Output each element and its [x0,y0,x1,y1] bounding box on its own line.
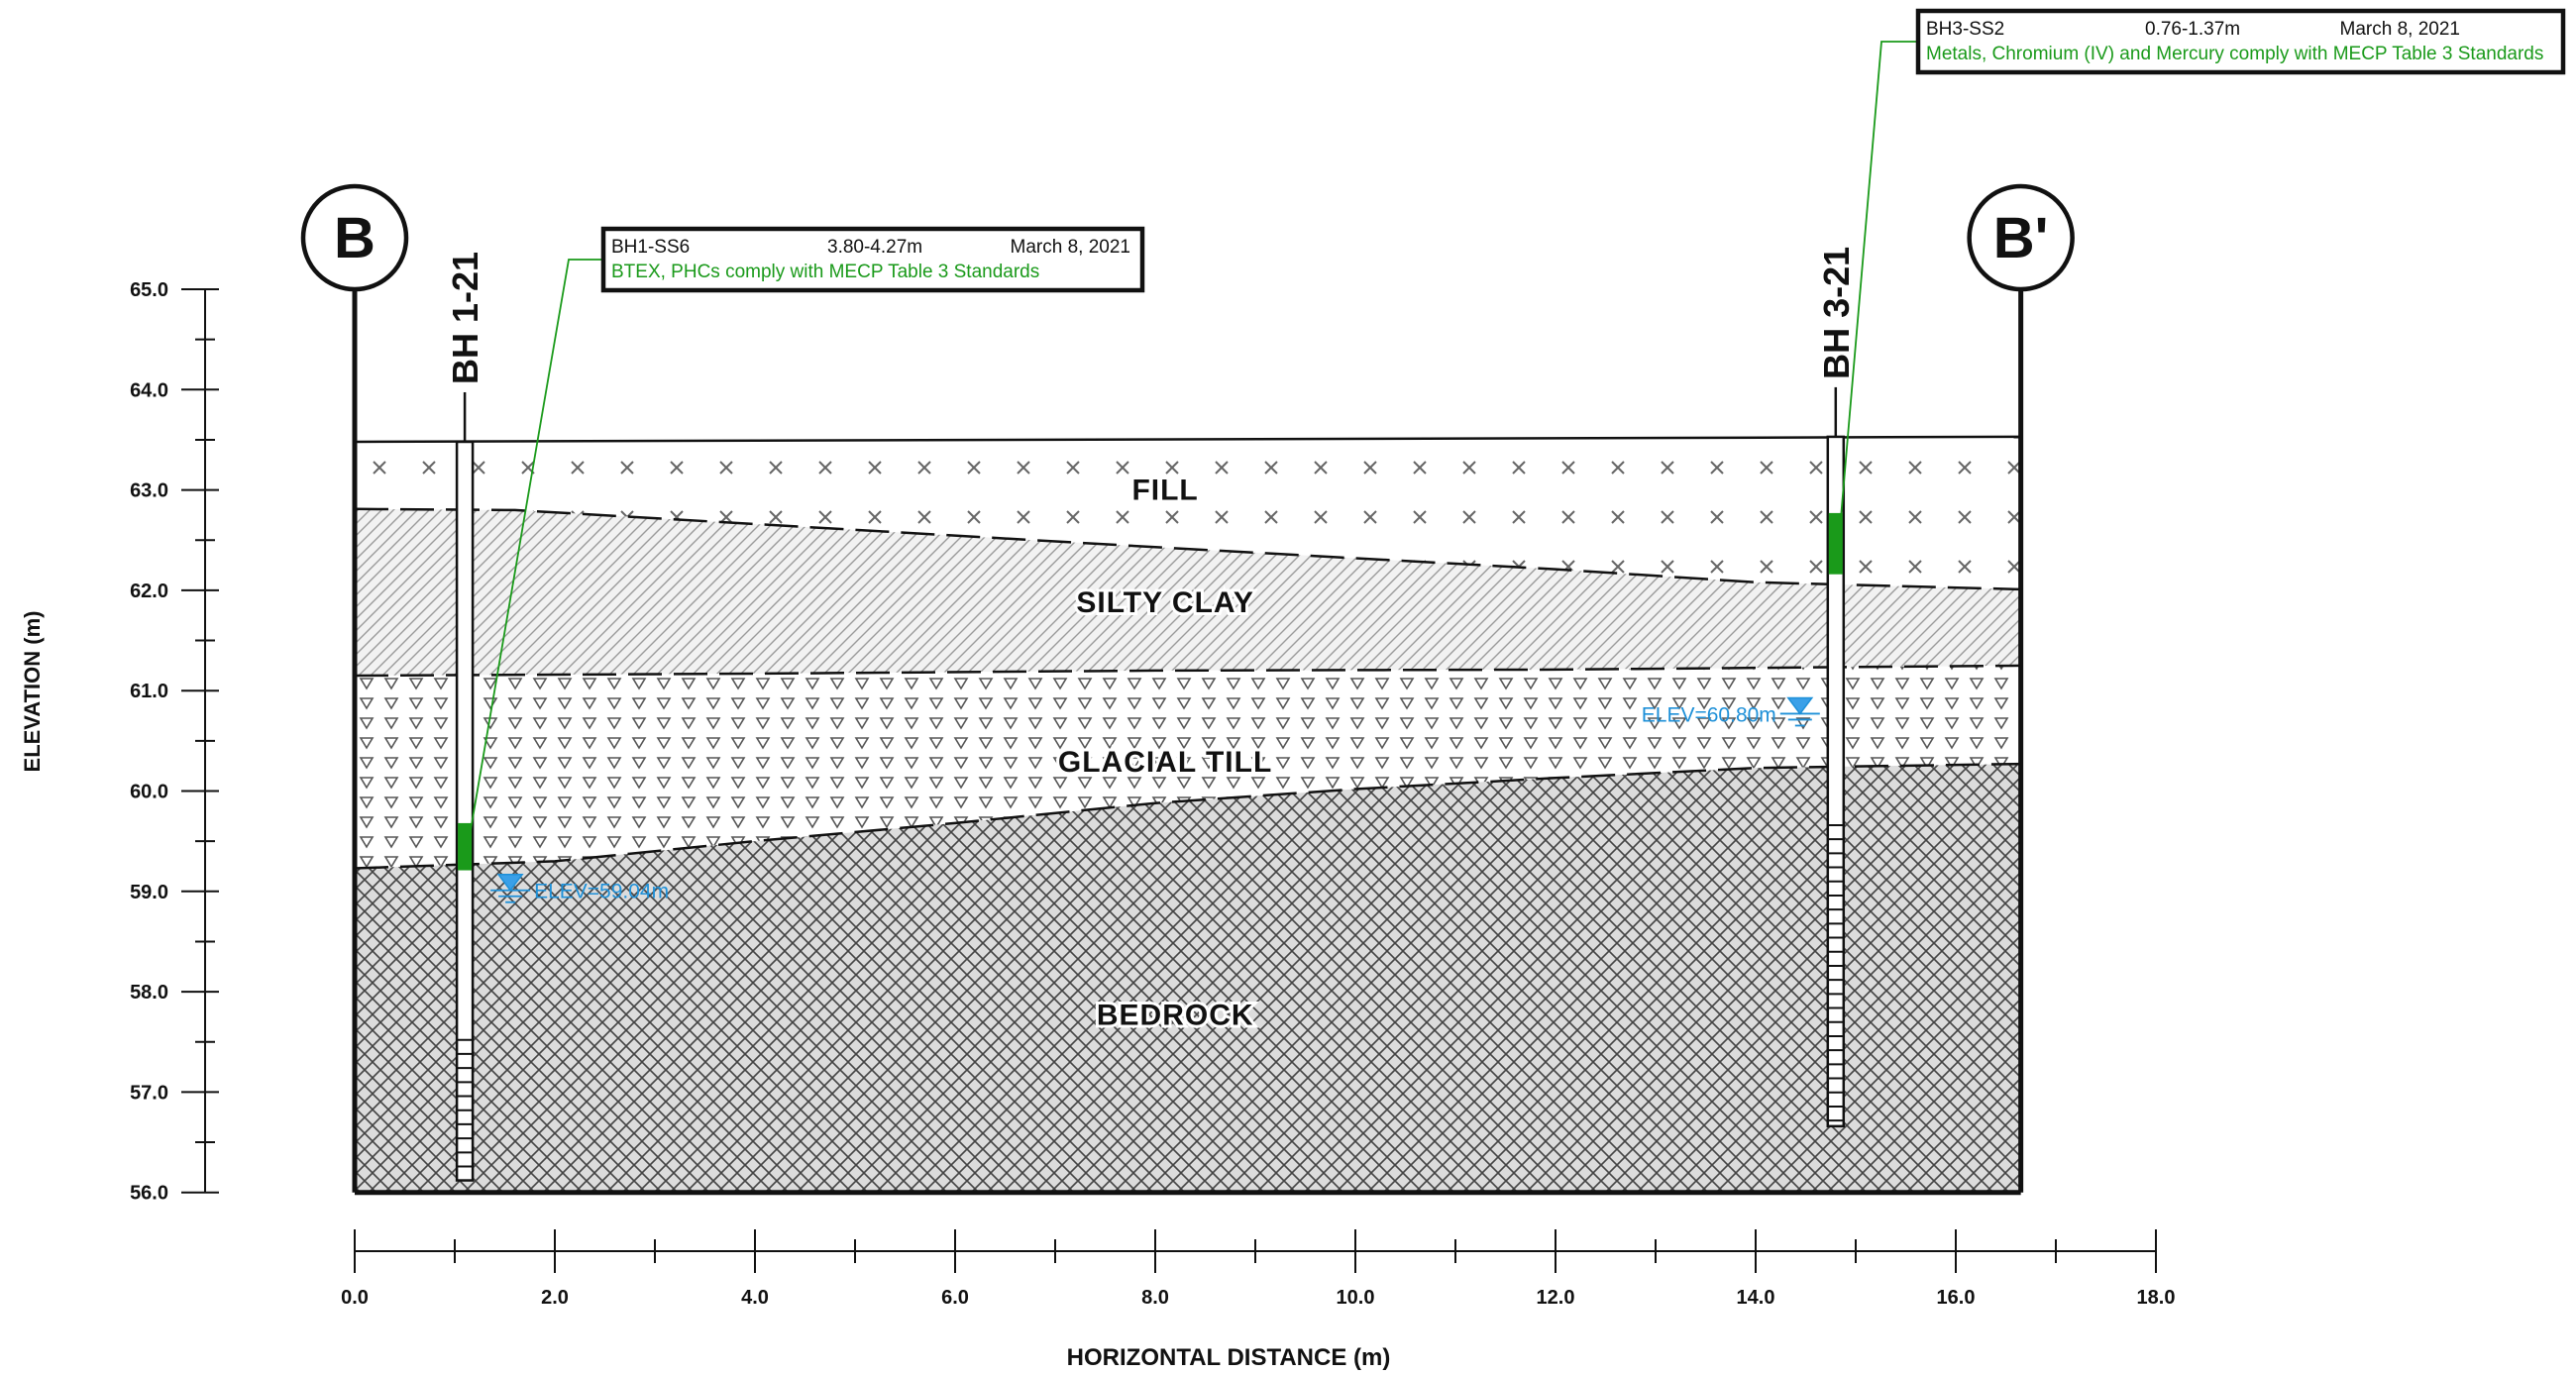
elevation-tick-label: 57.0 [130,1082,168,1104]
distance-tick-label: 12.0 [1537,1287,1575,1309]
distance-tick-label: 14.0 [1737,1287,1775,1309]
section-end-marker [1967,183,2075,292]
boreholes: BH 1-21 ELEV=59.04m BH1-SS6 3.80-4.27m March… [445,8,2566,1182]
borehole: BH 1-21 ELEV=59.04m BH1-SS6 3.80-4.27m March… [445,226,1145,1182]
distance-tick-label: 4.0 [741,1287,769,1309]
elevation-tick-label: 63.0 [130,480,168,502]
layer-labels: FILL SILTY CLAY GLACIAL TILL BEDROCK [1055,472,1274,1035]
water-level-label: ELEV=60.80m [1642,703,1776,726]
elevation-axis: 65.0 64.0 63.0 62.0 61.0 60.0 59.0 58.0 57.0 56.0… [20,279,219,1205]
elevation-tick-label: 60.0 [130,782,168,803]
section-start-marker [300,183,409,292]
callout-depth: 3.80-4.27m [827,237,922,258]
elevation-tick-label: 59.0 [130,882,168,903]
borehole-label: BH 1-21 [445,252,485,384]
elevation-ticks: 65.0 64.0 63.0 62.0 61.0 60.0 59.0 58.0 57.0 56.0 [130,279,219,1205]
callout-sample: BH3-SS2 [1926,19,2004,40]
layer-bedrock [355,764,2021,1193]
callout-result: Metals, Chromium (IV) and Mercury comply… [1926,44,2543,64]
callout-leader [467,259,603,847]
callout-sample: BH1-SS6 [611,237,690,258]
callout-result: BTEX, PHCs comply with MECP Table 3 Stan… [611,262,1039,282]
water-level-icon [1786,696,1814,715]
elevation-tick-label: 58.0 [130,982,168,1004]
callout-box [600,226,1145,293]
soil-layers [355,436,2021,1193]
callout-date: March 8, 2021 [2340,19,2460,40]
borehole-casing [455,440,475,1182]
callout-leader [1837,41,1918,544]
elevation-tick-label: 61.0 [130,681,168,702]
borehole-label: BH 3-21 [1816,247,1857,379]
elevation-tick-label: 56.0 [130,1183,168,1205]
distance-tick-label: 2.0 [541,1287,569,1309]
distance-ticks: 0.0 2.0 4.0 6.0 8.0 10.0 12.0 14.0 16.0 18.0 [341,1229,2175,1309]
elevation-tick-label: 64.0 [130,379,168,401]
layer-boundaries [354,435,2021,1196]
sample-interval [458,822,473,871]
layer-label: BEDROCK [1097,999,1254,1031]
layer-silty-clay [355,508,2021,676]
distance-axis: 0.0 2.0 4.0 6.0 8.0 10.0 12.0 14.0 16.0 18.0 HORI… [341,1229,2175,1371]
distance-tick-label: 8.0 [1141,1287,1169,1309]
callout-date: March 8, 2021 [1011,237,1130,258]
till-bedrock-boundary [354,762,2021,870]
elevation-axis-title: ELEVATION (m) [20,611,45,773]
layer-glacial-till [355,665,2021,869]
elevation-tick-label: 65.0 [130,279,168,301]
distance-tick-label: 18.0 [2137,1287,2176,1309]
section-markers: B B' [300,183,2075,1193]
fill-silty-clay-boundary [354,507,2021,591]
callout-depth: 0.76-1.37m [2145,19,2240,40]
layer-label: SILTY CLAY [1076,586,1253,619]
layer-label: GLACIAL TILL [1058,746,1272,779]
silty-clay-till-boundary [354,664,2021,678]
layer-label: FILL [1131,475,1198,507]
borehole: BH 3-21 ELEV=60.80m BH3-SS2 0.76-1.37m March… [1642,8,2566,1128]
water-level-label: ELEV=59.04m [534,881,669,903]
elevation-tick-label: 62.0 [130,581,168,602]
layer-fill [355,436,2021,589]
ground-surface-line [354,435,2021,444]
distance-tick-label: 6.0 [941,1287,969,1309]
distance-tick-label: 16.0 [1937,1287,1976,1309]
section-end-label: B' [1993,206,2049,270]
water-level-icon [496,873,524,892]
section-start-label: B [334,206,376,270]
distance-tick-label: 10.0 [1337,1287,1375,1309]
distance-tick-label: 0.0 [341,1287,369,1309]
distance-axis-title: HORIZONTAL DISTANCE (m) [1067,1344,1391,1370]
callout-box [1915,8,2566,75]
